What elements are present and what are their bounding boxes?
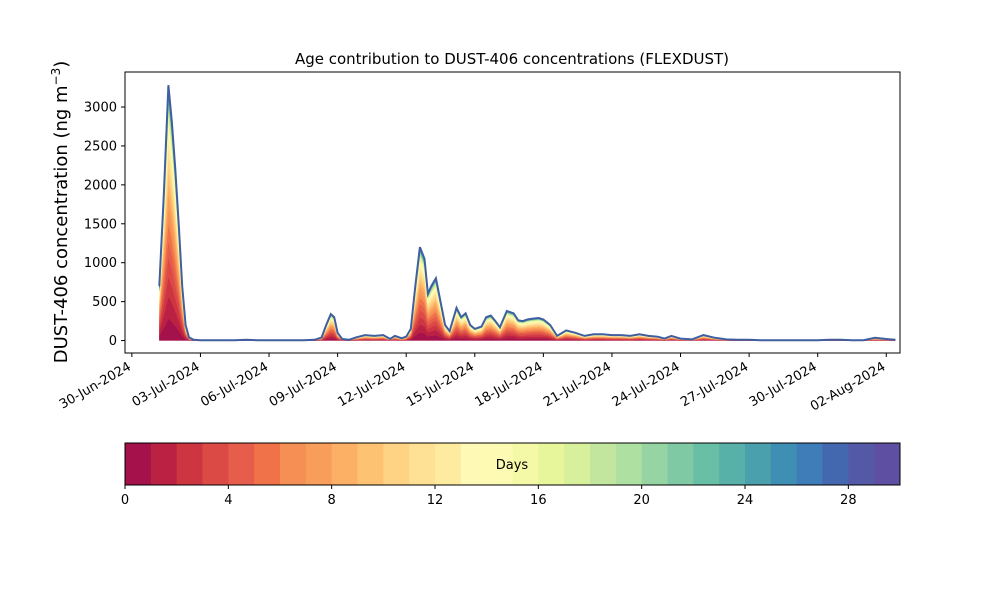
x-tick-label: 06-Jul-2024 xyxy=(198,359,271,410)
plot-area: 0 500 1000 1500 2000 2500 3000 30-Jun-202403-J… xyxy=(57,71,901,415)
colorbar: Days 0 4 8 12 16 20 24 28 xyxy=(121,442,901,508)
colorbar-cell xyxy=(202,443,229,485)
colorbar-cell xyxy=(822,443,849,485)
age-band-area-7 xyxy=(159,193,896,341)
age-band-area-10 xyxy=(159,156,896,341)
age-band-area-26 xyxy=(159,87,896,341)
stacked-areas xyxy=(159,85,896,341)
colorbar-tick-label: 0 xyxy=(121,493,129,508)
colorbar-cell xyxy=(460,443,488,485)
colorbar-cell xyxy=(874,443,901,485)
x-tick-label: 09-Jul-2024 xyxy=(267,359,340,410)
y-tick-label: 500 xyxy=(92,295,117,310)
colorbar-frame xyxy=(124,442,901,486)
age-band-area-14 xyxy=(159,121,896,341)
colorbar-cell xyxy=(796,443,823,485)
age-band-area-13 xyxy=(159,129,896,341)
y-tick-label: 2500 xyxy=(84,139,117,154)
x-tick-label: 21-Jul-2024 xyxy=(541,359,614,410)
total-concentration-line xyxy=(158,85,896,342)
age-band-area-18 xyxy=(159,104,896,341)
x-tick-label: 27-Jul-2024 xyxy=(678,359,751,410)
colorbar-cell xyxy=(280,443,307,485)
colorbar-cell xyxy=(770,443,798,485)
colorbar-cell xyxy=(745,443,772,485)
colorbar-tick-label: 28 xyxy=(840,493,857,508)
colorbar-cell xyxy=(435,443,462,485)
age-band-area-11 xyxy=(159,146,896,341)
age-band-area-25 xyxy=(159,88,896,341)
x-tick-label: 12-Jul-2024 xyxy=(335,359,408,410)
age-band-area-15 xyxy=(159,116,896,341)
colorbar-cells xyxy=(125,443,901,485)
age-band-area-29 xyxy=(159,85,896,341)
colorbar-cell xyxy=(228,443,255,485)
y-axis-label: DUST-406 concentration (ng m−3) xyxy=(49,61,72,364)
colorbar-cell xyxy=(538,443,565,485)
colorbar-tick-label: 16 xyxy=(530,493,547,508)
colorbar-cell xyxy=(848,443,875,485)
y-axis-label-main: DUST-406 concentration (ng m xyxy=(51,85,72,363)
y-axis-label-superscript: −3 xyxy=(49,68,63,86)
colorbar-cell xyxy=(305,443,333,485)
age-band-area-19 xyxy=(159,102,896,341)
age-band-area-21 xyxy=(159,97,896,341)
colorbar-cell xyxy=(125,443,152,485)
x-tick-label: 24-Jul-2024 xyxy=(610,359,683,410)
y-tick-label: 1000 xyxy=(84,256,117,271)
colorbar-cell xyxy=(590,443,617,485)
colorbar-tick-label: 4 xyxy=(224,493,232,508)
colorbar-cell xyxy=(719,443,746,485)
x-tick-label: 02-Aug-2024 xyxy=(808,359,888,414)
colorbar-cell xyxy=(331,443,358,485)
age-band-area-17 xyxy=(159,107,896,341)
y-tick-label: 2000 xyxy=(84,178,117,193)
colorbar-cell xyxy=(176,443,203,485)
age-band-area-22 xyxy=(159,94,896,341)
colorbar-tick-label: 12 xyxy=(427,493,444,508)
colorbar-cell xyxy=(512,443,539,485)
age-band-area-28 xyxy=(159,85,896,341)
colorbar-tick-label: 8 xyxy=(328,493,336,508)
age-band-area-20 xyxy=(159,99,896,341)
age-band-area-27 xyxy=(159,86,896,341)
colorbar-cell xyxy=(383,443,410,485)
colorbar-cell xyxy=(641,443,668,485)
colorbar-label: Days xyxy=(496,458,529,473)
age-band-area-8 xyxy=(159,180,896,341)
y-axis-ticks: 0 500 1000 1500 2000 2500 3000 xyxy=(84,101,125,349)
colorbar-tick-label: 20 xyxy=(633,493,650,508)
x-tick-label: 03-Jul-2024 xyxy=(130,359,203,410)
x-tick-label: 18-Jul-2024 xyxy=(473,359,546,410)
colorbar-cell xyxy=(409,443,436,485)
colorbar-cell xyxy=(357,443,384,485)
age-band-area-23 xyxy=(159,92,896,341)
colorbar-cell xyxy=(150,443,178,485)
chart-title: Age contribution to DUST-406 concentrati… xyxy=(295,50,729,68)
colorbar-cell xyxy=(254,443,281,485)
x-axis-ticks: 30-Jun-202403-Jul-202406-Jul-202409-Jul-… xyxy=(57,353,888,415)
x-tick-label: 15-Jul-2024 xyxy=(404,359,477,410)
y-tick-label: 1500 xyxy=(84,217,117,232)
y-axis-label-close: ) xyxy=(51,61,72,68)
colorbar-ticks: 0 4 8 12 16 20 24 28 xyxy=(121,485,857,508)
x-tick-label: 30-Jun-2024 xyxy=(57,359,134,412)
colorbar-tick-label: 24 xyxy=(737,493,754,508)
age-band-area-24 xyxy=(159,89,896,341)
colorbar-cell xyxy=(667,443,694,485)
colorbar-cell xyxy=(564,443,591,485)
y-tick-label: 3000 xyxy=(84,101,117,116)
age-band-area-12 xyxy=(159,136,896,341)
plot-frame xyxy=(124,71,901,354)
colorbar-cell xyxy=(486,443,513,485)
age-band-area-16 xyxy=(159,111,896,341)
y-tick-label: 0 xyxy=(109,334,117,349)
colorbar-cell xyxy=(693,443,720,485)
colorbar-cell xyxy=(615,443,643,485)
age-band-area-9 xyxy=(159,168,896,341)
